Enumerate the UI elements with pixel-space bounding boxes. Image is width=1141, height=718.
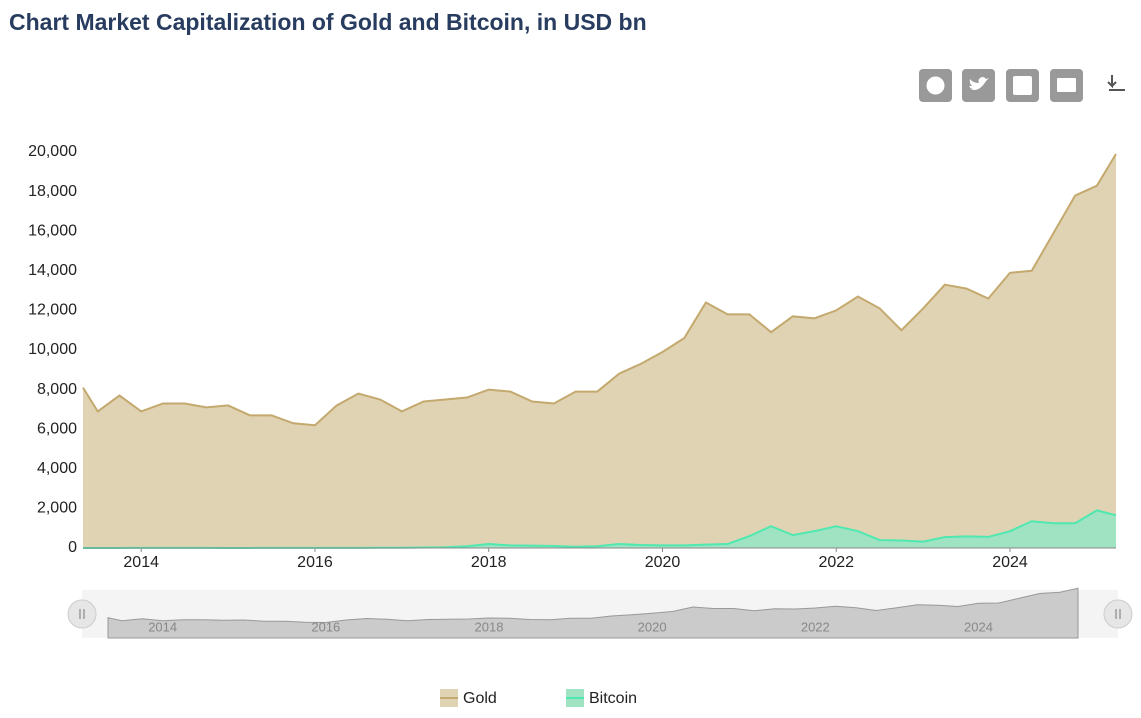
- y-tick-label: 6,000: [37, 420, 77, 437]
- legend-label: Bitcoin: [589, 690, 637, 707]
- icon: [1013, 76, 1032, 95]
- y-tick-label: 2,000: [37, 500, 77, 517]
- line: [82, 153, 1117, 427]
- handle-grip: [1115, 609, 1121, 619]
- navigator-label: 2016: [311, 619, 340, 634]
- x-tick-label: 2020: [645, 554, 681, 571]
- y-tick-label: 4,000: [37, 460, 77, 477]
- x-tick-label: 2024: [992, 554, 1028, 571]
- x-tick-label: 2016: [297, 554, 333, 571]
- y-tick-label: 20,000: [28, 143, 77, 160]
- icon: [969, 77, 989, 90]
- y-tick-label: 8,000: [37, 381, 77, 398]
- y-tick-label: 12,000: [28, 302, 77, 319]
- y-tick-label: 18,000: [28, 183, 77, 200]
- y-tick-label: 16,000: [28, 222, 77, 239]
- icon: [926, 76, 945, 95]
- x-tick-label: 2018: [471, 554, 507, 571]
- navigator-label: 2024: [964, 619, 993, 634]
- area: [83, 153, 1116, 549]
- y-tick-label: 10,000: [28, 341, 77, 358]
- navigator-handle[interactable]: [1103, 599, 1133, 629]
- icon: [1057, 78, 1076, 92]
- y-tick-label: 14,000: [28, 262, 77, 279]
- legend-label: Gold: [463, 690, 497, 707]
- navigator-area: [107, 587, 1079, 639]
- navigator-label: 2018: [475, 619, 504, 634]
- y-tick-label: 0: [68, 539, 77, 556]
- navigator-label: 2014: [148, 619, 177, 634]
- navigator-label: 2020: [638, 619, 667, 634]
- navigator-handle[interactable]: [67, 599, 97, 629]
- x-tick-label: 2022: [818, 554, 854, 571]
- area: [83, 510, 1116, 548]
- handle-grip: [79, 609, 85, 619]
- navigator-label: 2022: [801, 619, 830, 634]
- chart-title: Chart Market Capitalization of Gold and …: [9, 9, 647, 35]
- download-button[interactable]: [1107, 75, 1125, 91]
- share-buttons: [919, 69, 1125, 102]
- x-tick-label: 2014: [123, 554, 159, 571]
